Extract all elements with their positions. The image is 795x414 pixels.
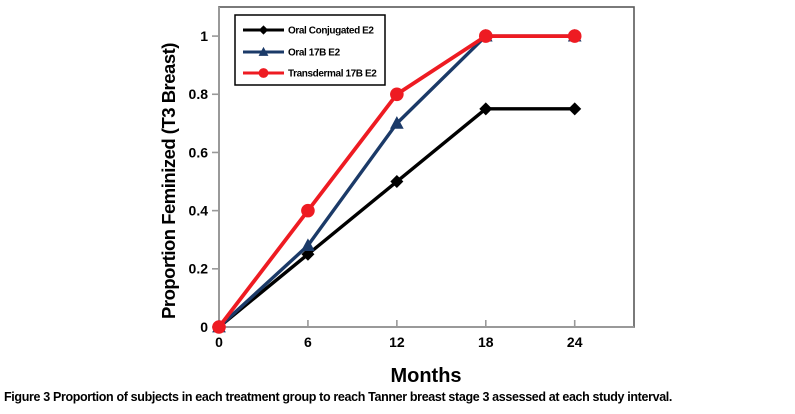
series-marker-transdermal-17b-e2 [212,320,226,334]
x-tick-label: 18 [478,334,494,350]
caption-label: Figure 3 [4,390,50,404]
series-marker-oral-conjugated-e2 [479,102,493,116]
x-tick-label: 6 [304,334,312,350]
x-axis-title: Months [390,365,461,387]
legend-label-oral-17b-e2: Oral 17B E2 [288,48,341,59]
legend-label-transdermal-17b-e2: Transdermal 17B E2 [288,69,377,80]
data-series [212,28,582,334]
legend-marker-oral-17b-e2 [258,46,269,56]
figure-caption: Figure 3 Proportion of subjects in each … [4,390,792,404]
x-tick-label: 0 [215,334,223,350]
series-line-oral-conjugated-e2 [217,107,577,329]
series-marker-oral-conjugated-e2 [301,247,315,261]
series-marker-transdermal-17b-e2 [301,203,315,218]
y-tick-label: 0 [200,319,208,335]
series-marker-oral-conjugated-e2 [568,102,582,116]
x-tick-label: 24 [567,334,583,350]
legend: Oral Conjugated E2 Oral 17B E2 Transdermal… [234,14,386,86]
x-tick-label: 12 [389,334,405,350]
legend-marker-transdermal-17b-e2 [258,68,269,78]
legend-label-oral-conjugated-e2: Oral Conjugated E2 [288,26,374,37]
y-tick-label: 1 [200,28,208,44]
line-chart: 0 0.2 0.4 0.6 0.8 1 0 6 12 18 24 Oral Conjugated … [158,6,635,387]
y-axis-title: Proportion Feminized (T3 Breast) [158,43,179,319]
y-axis-ticks: 0 0.2 0.4 0.6 0.8 1 [189,28,219,335]
caption-text: Proportion of subjects in each treatment… [52,390,673,404]
y-tick-label: 0.4 [189,203,209,219]
series-marker-transdermal-17b-e2 [390,87,404,102]
y-tick-label: 0.8 [189,86,209,102]
y-tick-label: 0.6 [189,144,209,160]
y-tick-label: 0.2 [189,261,209,277]
x-axis-ticks: 0 6 12 18 24 [215,320,583,350]
series-marker-oral-17b-e2 [390,116,404,129]
series-marker-oral-conjugated-e2 [390,175,404,189]
series-marker-transdermal-17b-e2 [567,29,582,43]
series-marker-transdermal-17b-e2 [478,29,493,43]
series-marker-oral-17b-e2 [301,238,315,251]
legend-marker-oral-conjugated-e2 [258,25,269,35]
